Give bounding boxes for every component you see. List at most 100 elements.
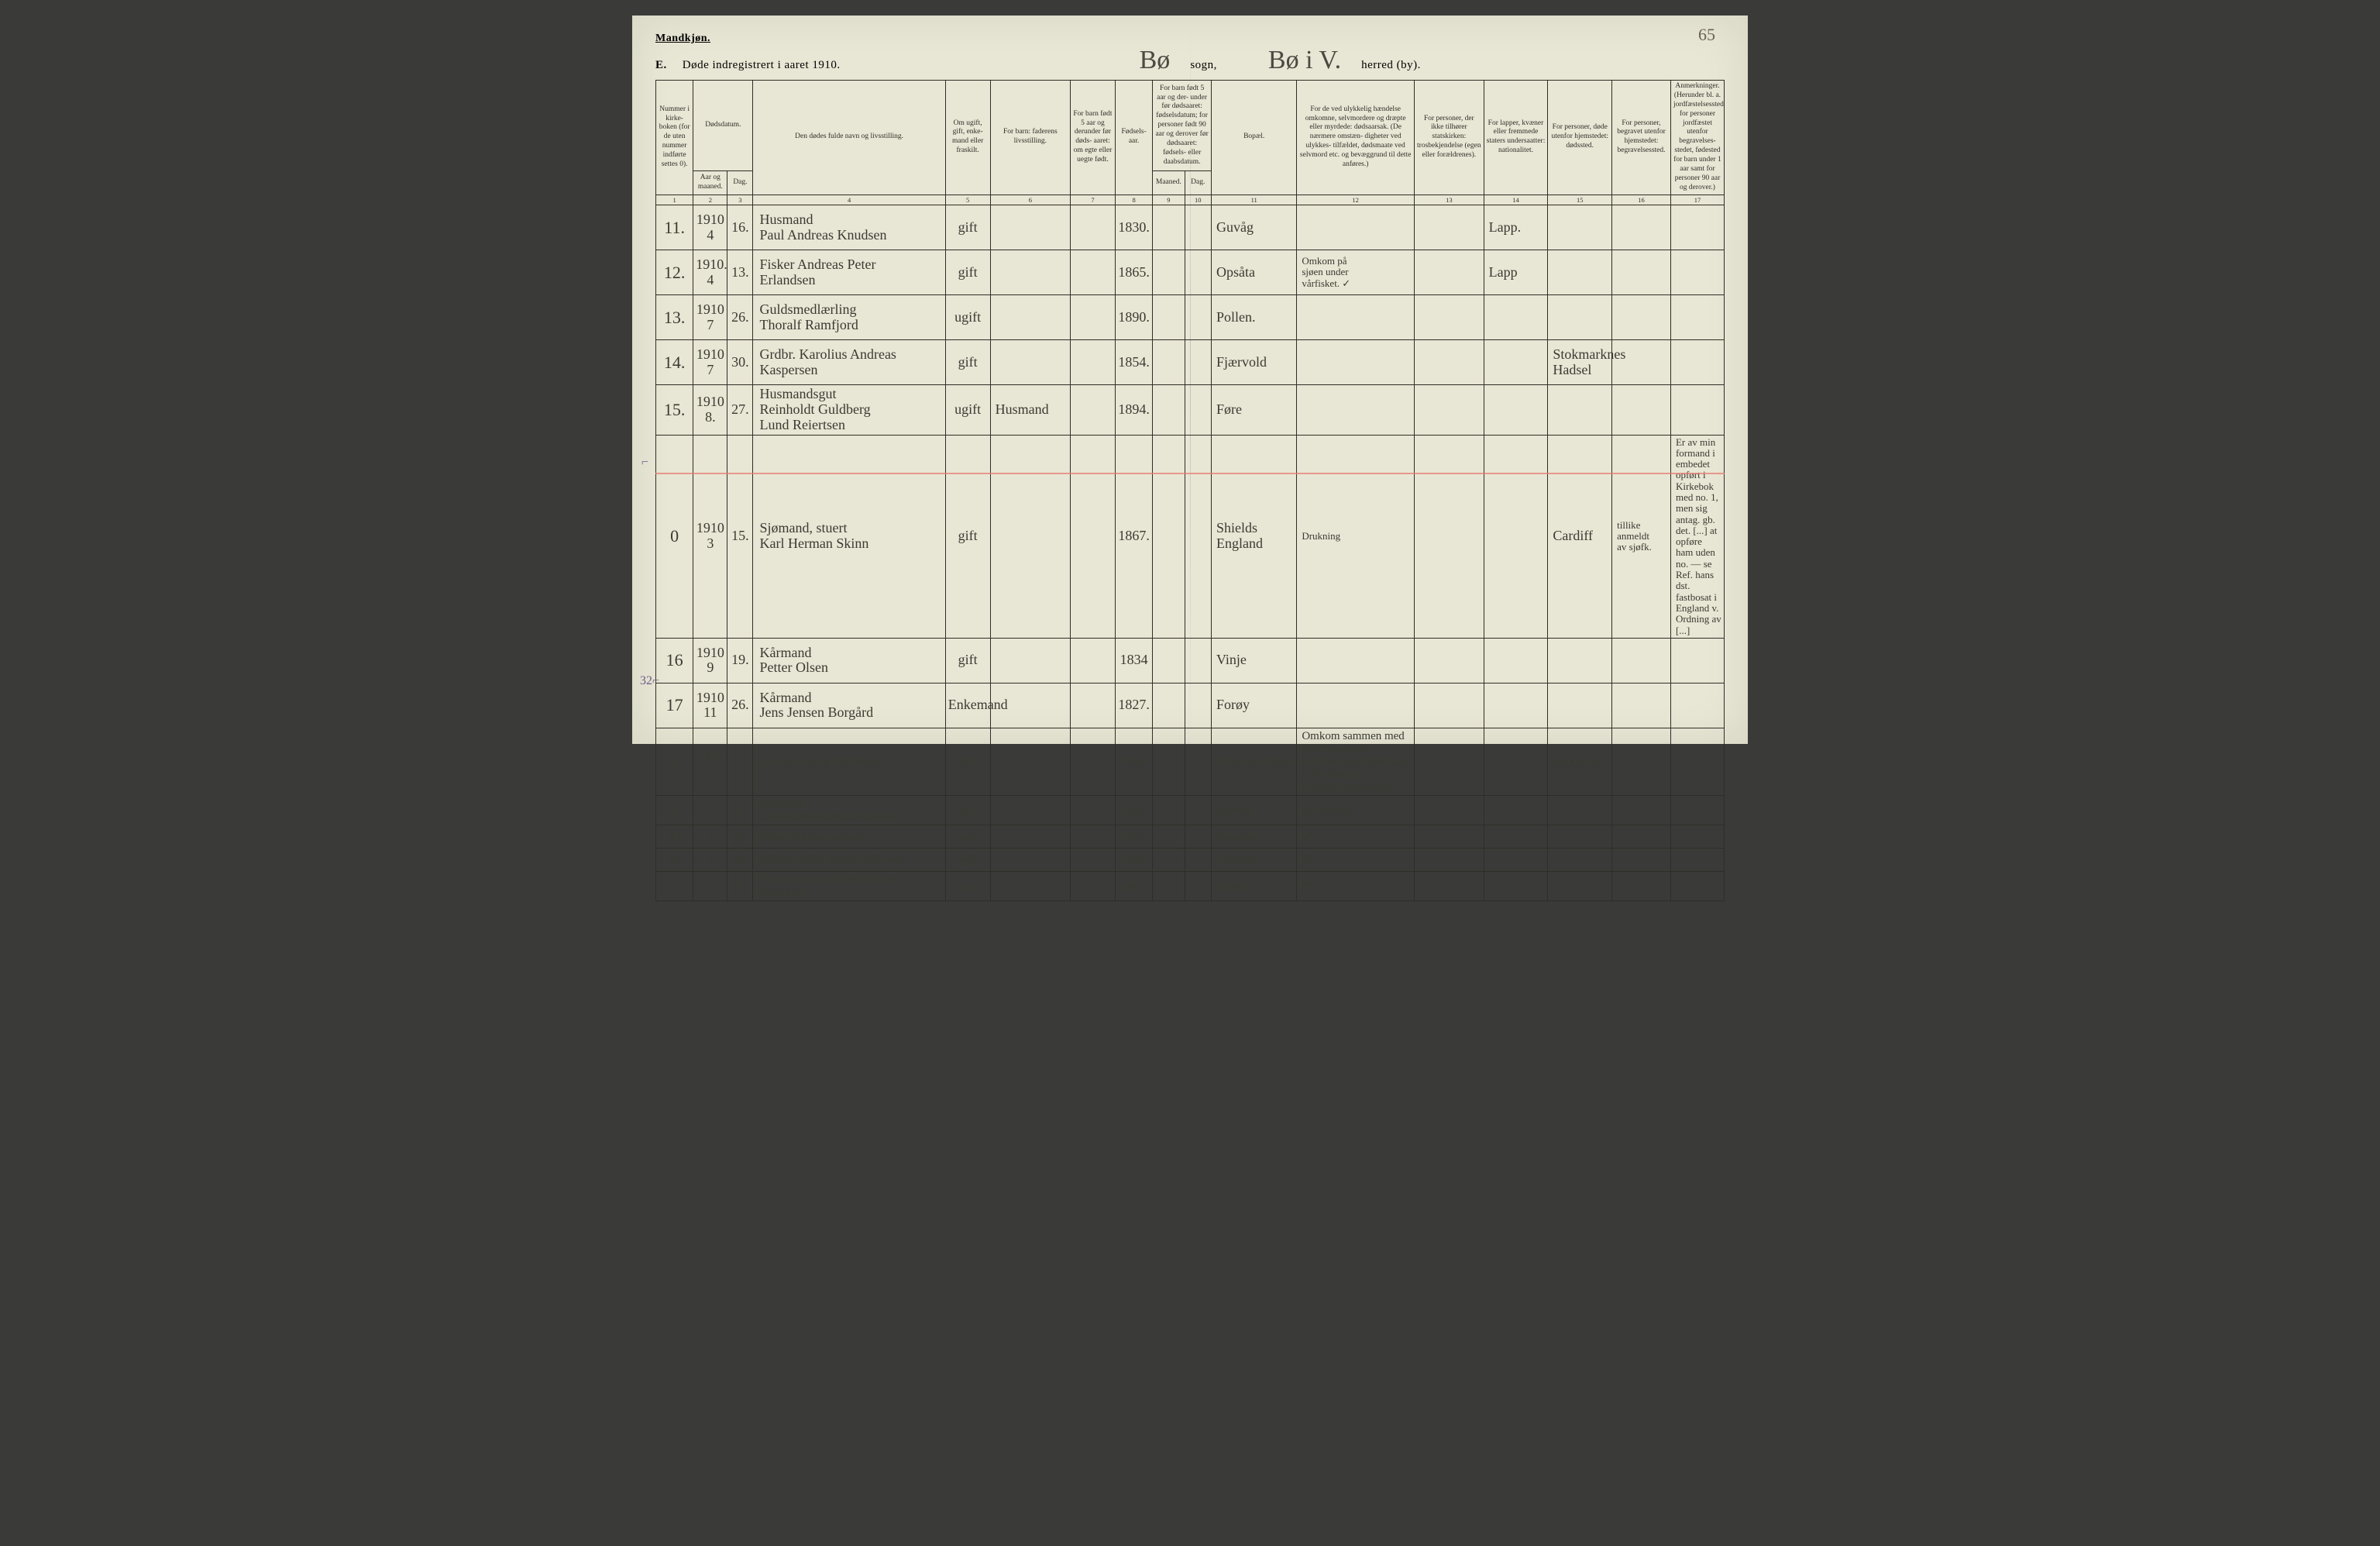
cell-far: Husmand: [990, 385, 1070, 435]
col-num: 10: [1185, 195, 1211, 205]
cell-stat: ugift: [945, 385, 990, 435]
table-row: 13.1910726.GuldsmedlærlingThoralf Ramfjo…: [656, 295, 1725, 340]
cell-dg: [1185, 638, 1211, 683]
cell-anm: [1670, 205, 1724, 250]
cell-anm: [1670, 295, 1724, 340]
cell-nat: Lapp: [1484, 250, 1548, 295]
cell-bop: Pollen.: [1212, 295, 1297, 340]
col-num: 7: [1071, 195, 1116, 205]
table-row: 11.1910416.HusmandPaul Andreas Knudsengi…: [656, 205, 1725, 250]
col-8: Fødsels- aar.: [1115, 81, 1152, 195]
col-num: 9: [1153, 195, 1185, 205]
cell-bop: Steranke: [1212, 825, 1297, 849]
cell-d: 26.: [727, 295, 753, 340]
col-num: 14: [1484, 195, 1548, 205]
cell-cause: Drukning: [1297, 435, 1415, 638]
cell-beg: [1612, 250, 1671, 295]
cell-beg: [1612, 796, 1671, 825]
cell-beg: [1612, 295, 1671, 340]
col-2a: Aar og maaned.: [693, 171, 727, 195]
cell-anm: [1670, 340, 1724, 385]
col-16: For personer, begravet utenfor hjemstede…: [1612, 81, 1671, 195]
cell-dg: [1185, 849, 1211, 872]
col-10: Dag.: [1185, 171, 1211, 195]
cell-n: 12.: [656, 250, 693, 295]
cell-cause: Omkom påsjøen undervårfisket. ✓: [1297, 250, 1415, 295]
cell-name: HusmandsgutReinholdt GuldbergLund Reiert…: [753, 385, 945, 435]
col-num: 1: [656, 195, 693, 205]
cell-cause: [1297, 295, 1415, 340]
cell-dg: [1185, 683, 1211, 728]
cell-dst: [1548, 638, 1612, 683]
cell-e: [1071, 295, 1116, 340]
cell-nat: [1484, 295, 1548, 340]
table-head: Nummer i kirke- boken (for de uten numme…: [656, 81, 1725, 205]
cell-dg: [1185, 825, 1211, 849]
cell-beg: [1612, 638, 1671, 683]
table-row: 15.19108.27.HusmandsgutReinholdt Guldber…: [656, 385, 1725, 435]
sogn-script: Bø: [1135, 50, 1175, 71]
cell-d: 31: [727, 728, 753, 796]
cell-bop: Guvåg: [1212, 205, 1297, 250]
table-row: 181910131Gb. Hans Berg Henriksengift1858…: [656, 728, 1725, 796]
cell-e: [1071, 205, 1116, 250]
table-row: 161910919.KårmandPetter Olsengift1834Vin…: [656, 638, 1725, 683]
cell-e: [1071, 638, 1116, 683]
cell-e: [1071, 340, 1116, 385]
cell-beg: [1612, 205, 1671, 250]
cell-ym: 1: [693, 872, 727, 901]
margin-note: ⌐: [641, 456, 648, 470]
sogn-label: sogn,: [1190, 59, 1217, 72]
cell-nat: [1484, 340, 1548, 385]
cell-bop: Japvold: [1212, 872, 1297, 901]
cell-far: [990, 796, 1070, 825]
cell-dst: StokmarknesHadsel: [1548, 340, 1612, 385]
col-4: Den dødes fulde navn og livsstilling.: [753, 81, 945, 195]
cell-ym: 19107: [693, 295, 727, 340]
cell-n: 13.: [656, 295, 693, 340]
cell-bop: Finsæter. Hadsel: [1212, 728, 1297, 796]
cell-cause: [1297, 205, 1415, 250]
cell-n: 14.: [656, 340, 693, 385]
cell-anm: Er av min formand iembedet opført i Kirk…: [1670, 435, 1724, 638]
cell-fy: 1830.: [1115, 205, 1152, 250]
col-num: 4: [753, 195, 945, 205]
cell-stat: gift: [945, 250, 990, 295]
cell-beg: [1612, 825, 1671, 849]
cell-ym: 1910.4: [693, 250, 727, 295]
cell-d: 26.: [727, 683, 753, 728]
cell-fy: 1890.: [1115, 295, 1152, 340]
cell-nat: [1484, 849, 1548, 872]
cell-n: 19: [656, 796, 693, 825]
cell-dg: [1185, 385, 1211, 435]
cell-bop: Vinje: [1212, 638, 1297, 683]
cell-name: GuldsmedlærlingThoralf Ramfjord: [753, 295, 945, 340]
col-9: Maaned.: [1153, 171, 1185, 195]
cell-nat: [1484, 796, 1548, 825]
cell-tro: [1415, 385, 1484, 435]
cell-e: [1071, 728, 1116, 796]
cell-cause: d°: [1297, 872, 1415, 901]
table-row: 21131Inderst. Peder Simon Pedersengift18…: [656, 849, 1725, 872]
col-num: 8: [1115, 195, 1152, 205]
cell-dg: [1185, 340, 1211, 385]
cell-far: [990, 728, 1070, 796]
col-11: Bopæl.: [1212, 81, 1297, 195]
cell-name: Fisker Andreas PeterErlandsen: [753, 250, 945, 295]
cell-ym: 1: [693, 796, 727, 825]
register-table: Nummer i kirke- boken (for de uten numme…: [655, 80, 1725, 901]
col-5: Om ugift, gift, enke- mand eller fraskil…: [945, 81, 990, 195]
table-body: 11.1910416.HusmandPaul Andreas Knudsengi…: [656, 205, 1725, 901]
cell-m: [1153, 340, 1185, 385]
cell-beg: [1612, 683, 1671, 728]
cell-tro: [1415, 825, 1484, 849]
cell-d: 19.: [727, 638, 753, 683]
cell-stat: gift: [945, 205, 990, 250]
cell-cause: [1297, 638, 1415, 683]
cell-fy: 1879: [1115, 849, 1152, 872]
cell-far: [990, 250, 1070, 295]
cell-dst: [1548, 385, 1612, 435]
cell-ym: 19107: [693, 340, 727, 385]
cell-dg: [1185, 728, 1211, 796]
cell-n: 20: [656, 825, 693, 849]
